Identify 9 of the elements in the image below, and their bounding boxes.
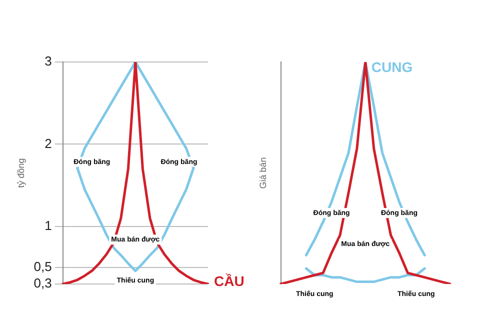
y-tick-label: 3	[44, 54, 52, 69]
series-label: CẦU	[214, 272, 244, 289]
y-tick-label: 2	[44, 136, 52, 151]
y-axis-title: tỷ đồng	[16, 158, 26, 188]
y-axis-title: Giá bán	[258, 157, 268, 189]
series-label: CUNG	[371, 58, 413, 75]
y-tick-label: 0,3	[34, 276, 52, 291]
y-tick-label: 0,5	[34, 259, 52, 274]
y-tick-label: 1	[44, 218, 52, 234]
